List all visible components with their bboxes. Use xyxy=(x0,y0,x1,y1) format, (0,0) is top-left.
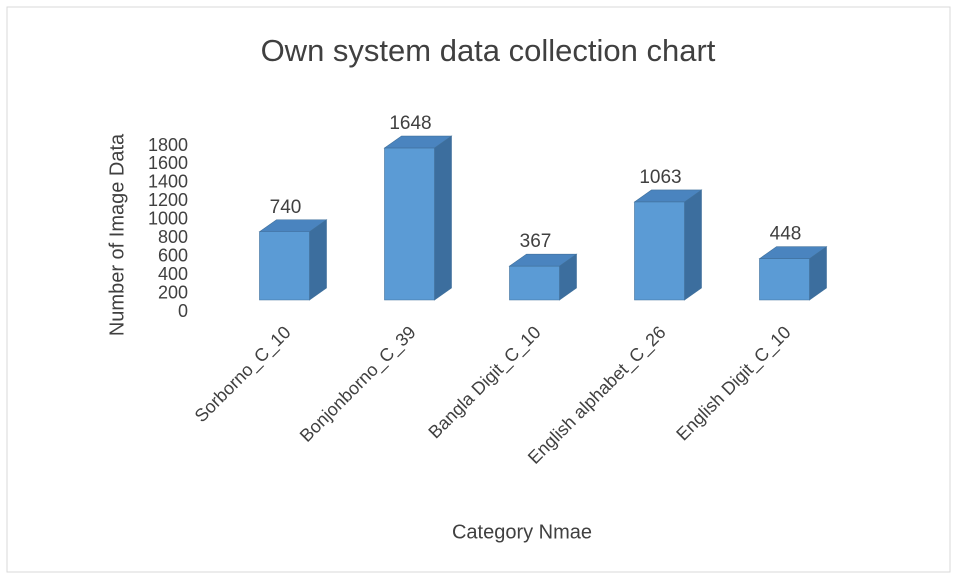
x-axis-title: Category Nmae xyxy=(452,521,592,543)
bar xyxy=(508,253,578,301)
bar-front xyxy=(259,231,310,301)
bar-front xyxy=(509,265,560,301)
bar xyxy=(633,189,703,301)
data-label: 740 xyxy=(270,197,302,218)
data-label: 367 xyxy=(520,231,552,252)
data-label: 1648 xyxy=(389,113,431,134)
bar-front xyxy=(384,147,435,301)
chart-title: Own system data collection chart xyxy=(261,33,716,68)
y-tick-label: 400 xyxy=(158,264,188,284)
y-tick-label: 1800 xyxy=(148,135,188,155)
y-axis-title: Number of Image Data xyxy=(106,133,128,336)
bar-side xyxy=(434,135,452,301)
y-tick-label: 1000 xyxy=(148,209,188,229)
y-tick-label: 0 xyxy=(178,301,188,321)
bar-side xyxy=(309,219,327,301)
y-tick-label: 1200 xyxy=(148,190,188,210)
bar xyxy=(758,246,828,301)
y-tick-label: 200 xyxy=(158,282,188,302)
bar xyxy=(383,135,453,301)
bar-front xyxy=(634,201,685,301)
y-tick-label: 800 xyxy=(158,227,188,247)
bar-side xyxy=(684,189,702,301)
bar-front xyxy=(759,258,810,301)
y-tick-label: 1600 xyxy=(148,153,188,173)
y-tick-label: 600 xyxy=(158,245,188,265)
data-label: 1063 xyxy=(639,167,681,188)
y-tick-label: 1400 xyxy=(148,172,188,192)
bar xyxy=(258,219,328,301)
data-label: 448 xyxy=(770,224,802,245)
